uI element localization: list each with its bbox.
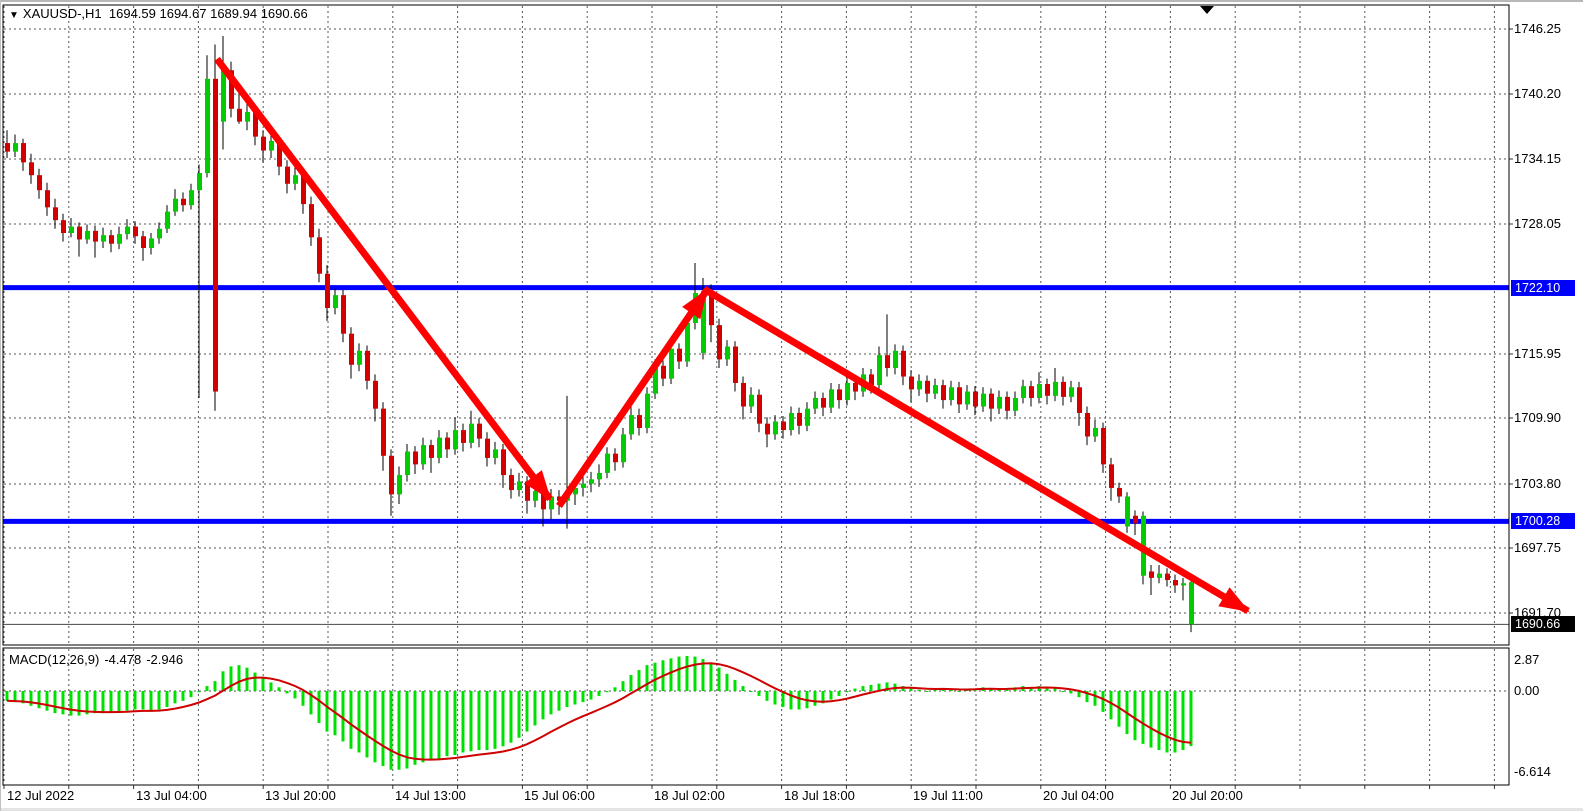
time-axis-label: 19 Jul 11:00 bbox=[913, 788, 983, 803]
price-pane-border bbox=[2, 4, 1510, 646]
grid-layer bbox=[3, 6, 1513, 789]
latest-bar-marker-icon bbox=[1200, 6, 1214, 14]
chart-title: ▼ XAUUSD-,H1 1694.59 1694.67 1689.94 1690… bbox=[9, 6, 308, 21]
time-axis-label: 12 Jul 2022 bbox=[7, 788, 75, 803]
macd-main-value: -4.478 bbox=[104, 652, 142, 667]
ohlc-readout: 1694.59 1694.67 1689.94 1690.66 bbox=[108, 6, 308, 21]
price-axis-label: 1728.05 bbox=[1514, 215, 1561, 231]
time-axis-label: 20 Jul 04:00 bbox=[1043, 788, 1114, 803]
macd-signal-line bbox=[6, 662, 1192, 761]
price-axis-label: 1709.90 bbox=[1514, 410, 1561, 426]
price-axis-label: 1697.75 bbox=[1514, 540, 1561, 556]
macd-axis-label: 0.00 bbox=[1514, 683, 1540, 698]
symbol-timeframe-label: XAUUSD-,H1 bbox=[22, 6, 102, 21]
time-axis-label: 13 Jul 04:00 bbox=[136, 788, 207, 803]
trend-arrows[interactable] bbox=[214, 56, 1250, 615]
macd-pane-border bbox=[2, 647, 1510, 786]
time-axis-label: 18 Jul 18:00 bbox=[784, 788, 855, 803]
macd-signal-value: -2.946 bbox=[146, 652, 184, 667]
time-axis-label: 15 Jul 06:00 bbox=[524, 788, 595, 803]
time-axis-label: 20 Jul 20:00 bbox=[1172, 788, 1243, 803]
macd-axis-label: -6.614 bbox=[1514, 764, 1551, 779]
macd-axis-label: 2.87 bbox=[1514, 652, 1540, 667]
window-bottom-edge bbox=[1, 808, 1583, 811]
macd-name: MACD(12,26,9) bbox=[9, 652, 100, 667]
sr-price-tag: 1700.28 bbox=[1511, 513, 1575, 530]
price-axis-label: 1740.20 bbox=[1514, 85, 1561, 101]
macd-indicator-label: MACD(12,26,9) -4.478 -2.946 bbox=[9, 652, 188, 667]
price-axis-label: 1703.80 bbox=[1514, 475, 1561, 491]
time-axis-label: 18 Jul 02:00 bbox=[654, 788, 725, 803]
bid-price-tag: 1690.66 bbox=[1511, 616, 1575, 633]
time-axis-label: 14 Jul 13:00 bbox=[395, 788, 466, 803]
candlestick-series bbox=[5, 35, 1194, 633]
price-axis-label: 1715.95 bbox=[1514, 345, 1561, 361]
sr-price-tag: 1722.10 bbox=[1511, 279, 1575, 296]
price-axis-label: 1734.15 bbox=[1514, 150, 1561, 166]
macd-series bbox=[5, 655, 1193, 770]
time-axis-label: 13 Jul 20:00 bbox=[265, 788, 336, 803]
price-axis-label: 1746.25 bbox=[1514, 21, 1561, 36]
symbol-dropdown-icon: ▼ bbox=[9, 10, 19, 21]
support-resistance-lines[interactable] bbox=[3, 285, 1509, 524]
